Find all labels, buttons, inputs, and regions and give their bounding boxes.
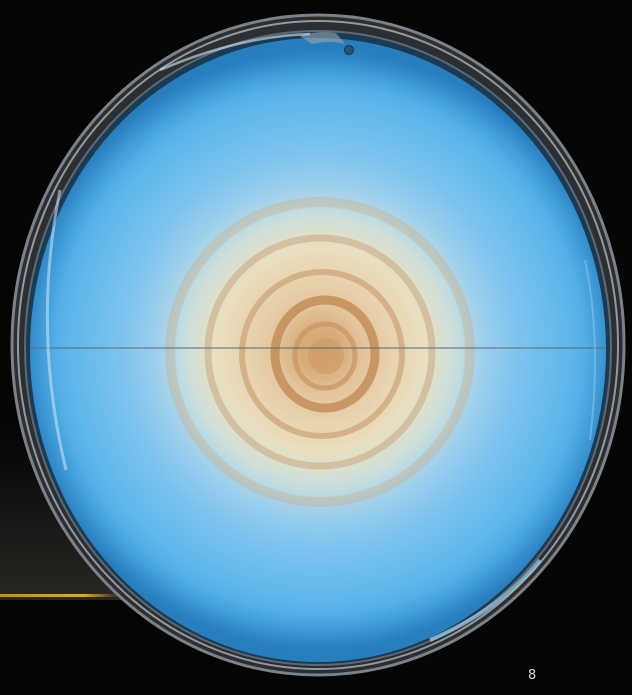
bubble (344, 45, 354, 55)
dish-rim-highlight (17, 20, 619, 670)
center-ring-core (292, 321, 358, 391)
center-ring (270, 295, 380, 413)
lid-notch (300, 32, 345, 44)
halo-ring-inner (239, 269, 405, 439)
halo-ring-mid (204, 234, 436, 470)
reflection-right (584, 259, 596, 441)
accent-line (0, 594, 120, 597)
center-spot (308, 338, 344, 374)
reflection-left (45, 189, 68, 471)
reflection-bottom-right (429, 558, 542, 642)
halo-ring-outer (165, 197, 475, 507)
slide-number: 8 (528, 668, 537, 683)
reflection-top (159, 32, 311, 72)
